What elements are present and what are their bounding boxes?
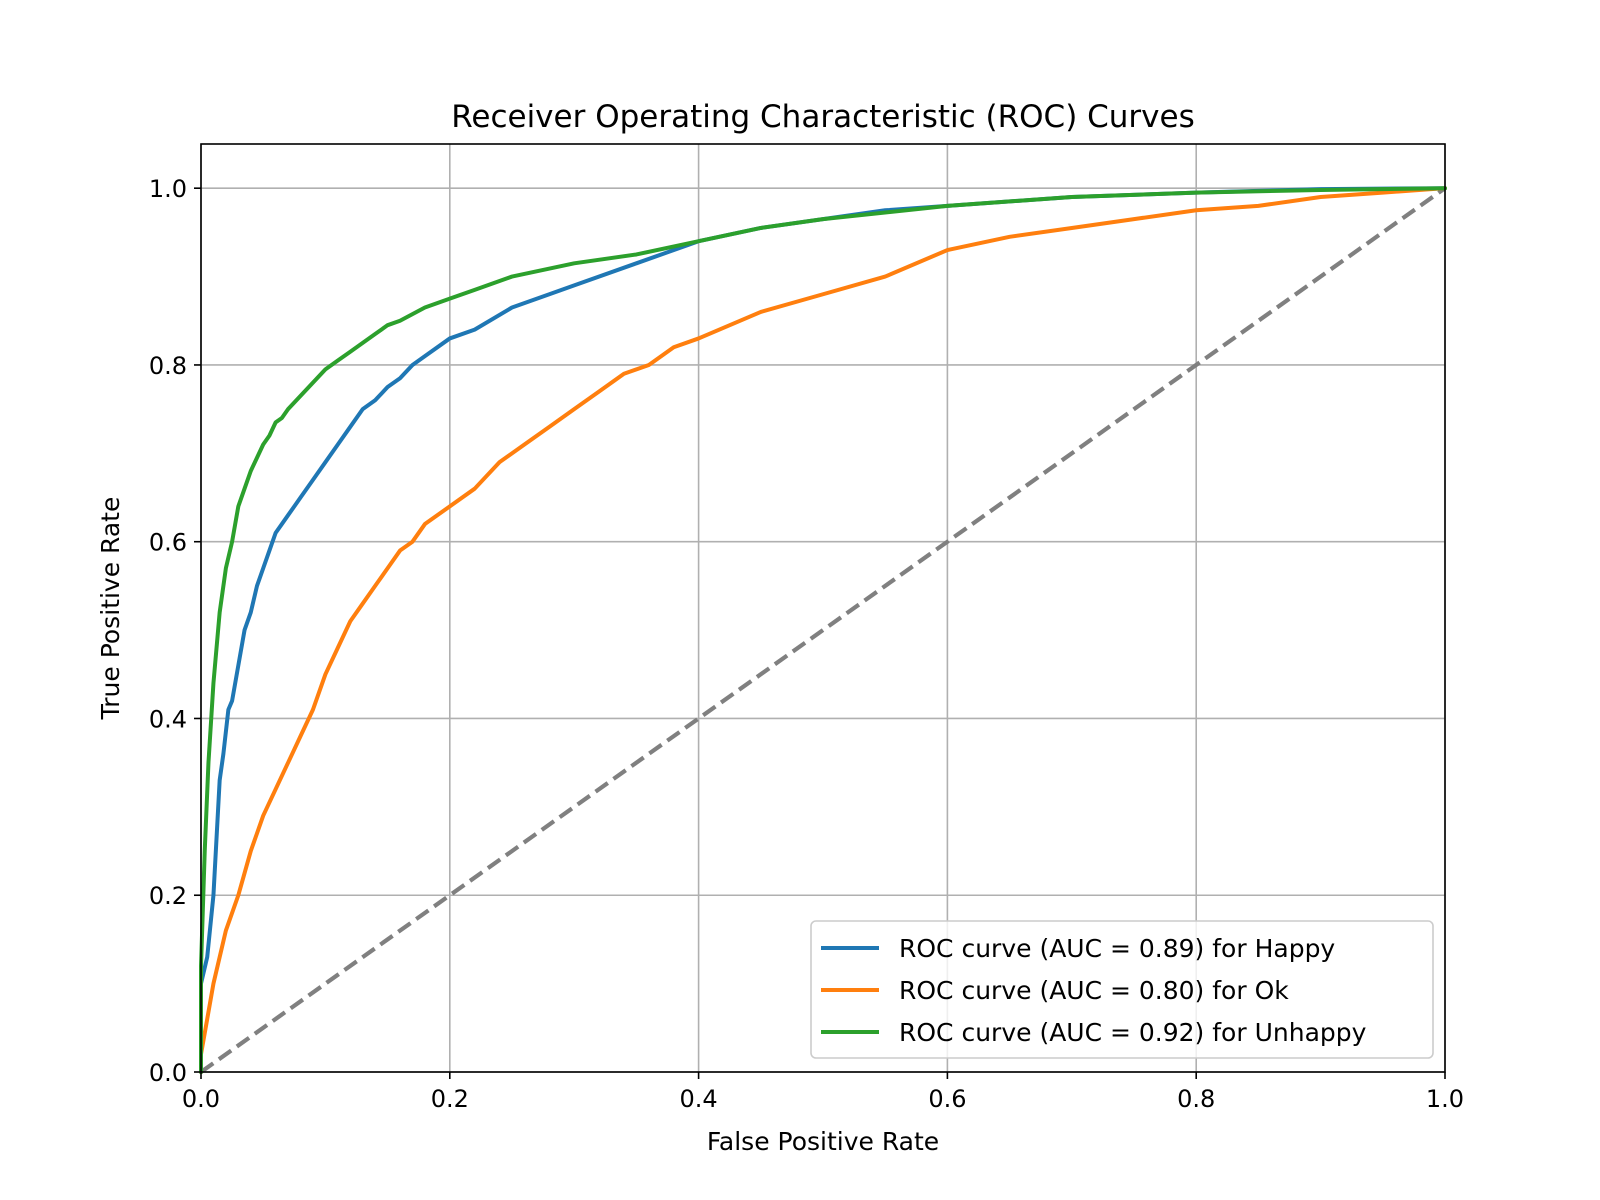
unhappy-roc-line: [199, 186, 1447, 1074]
axes-frame: [200, 143, 1446, 1073]
x-tick-label: 0.8: [1177, 1085, 1215, 1113]
legend-box: [810, 920, 1434, 1059]
chance-reference-line: [199, 186, 1447, 1074]
x-tick-label: 0.6: [928, 1085, 966, 1113]
y-tick-label: 0.4: [149, 705, 187, 733]
legend: ROC curve (AUC = 0.89) for Happy ROC curv…: [810, 920, 1434, 1059]
chart-title: Receiver Operating Characteristic (ROC) …: [451, 99, 1195, 135]
y-tick-label: 0.2: [149, 882, 187, 910]
legend-label: ROC curve (AUC = 0.92) for Unhappy: [899, 1018, 1367, 1047]
y-tick-label: 0.8: [149, 352, 187, 380]
y-tick-label: 1.0: [149, 175, 187, 203]
x-tick-label: 1.0: [1426, 1085, 1464, 1113]
x-tick-label: 0.0: [182, 1085, 220, 1113]
legend-label: ROC curve (AUC = 0.89) for Happy: [899, 934, 1335, 963]
x-tick-label: 0.4: [680, 1085, 718, 1113]
y-tick-label: 0.0: [149, 1059, 187, 1087]
plot-area: [199, 186, 1447, 1074]
x-tick-label: 0.2: [431, 1085, 469, 1113]
y-tick-label: 0.6: [149, 529, 187, 557]
legend-label: ROC curve (AUC = 0.80) for Ok: [899, 976, 1289, 1005]
y-axis-label: True Positive Rate: [96, 497, 125, 721]
ok-roc-line: [199, 186, 1447, 1074]
x-axis-label: False Positive Rate: [707, 1127, 939, 1156]
ticks: 0.0 0.2 0.4 0.6 0.8 1.0 0.0 0.2 0.4 0.6 0.8 1.0: [149, 175, 1464, 1113]
